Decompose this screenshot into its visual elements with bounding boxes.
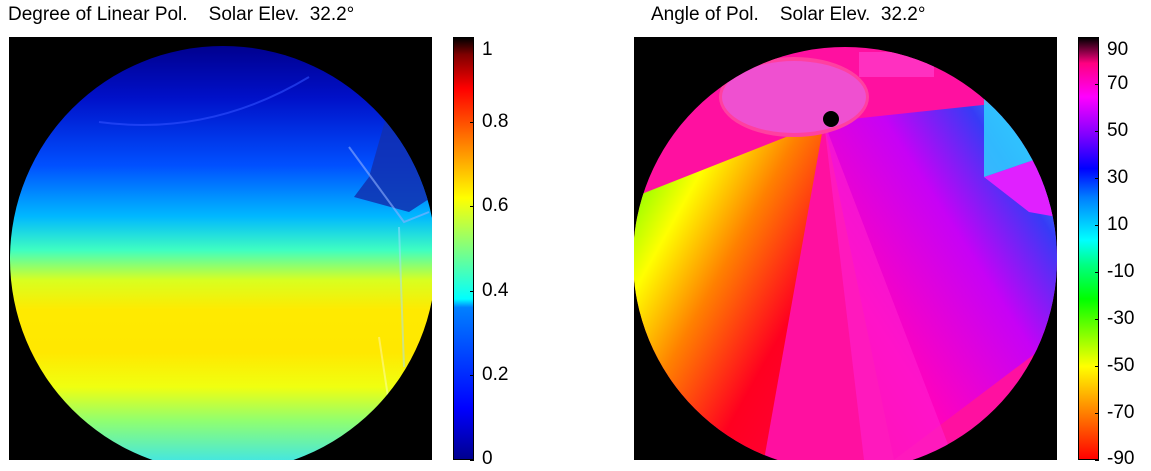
- aop-title: Angle of Pol. Solar Elev. 32.2°: [651, 4, 926, 25]
- aop-colorbar-tick-label: -10: [1107, 261, 1135, 282]
- aop-colorbar-tick-label: 70: [1107, 73, 1129, 94]
- aop-colorbar-tick-label: -70: [1107, 402, 1135, 423]
- aop-colorbar-tick-mark: [1095, 413, 1099, 414]
- aop-colorbar-tick-label: -30: [1107, 308, 1135, 329]
- aop-colorbar-tick-label: 30: [1107, 167, 1129, 188]
- aop-colorbar-tick-label: 50: [1107, 120, 1129, 141]
- aop-colorbar-tick-mark: [1095, 319, 1099, 320]
- dolp-colorbar-tick-label: 0.4: [482, 280, 509, 301]
- aop-colorbar-tick-mark: [1095, 366, 1099, 367]
- dolp-colorbar-tick-mark: [470, 37, 474, 38]
- aop-colorbar-tick-mark: [1095, 272, 1099, 273]
- dolp-colorbar-tick-label: 0.6: [482, 195, 509, 216]
- dolp-title: Degree of Linear Pol. Solar Elev. 32.2°: [8, 4, 355, 25]
- dolp-colorbar-tick-mark: [470, 375, 474, 376]
- aop-colorbar-tick-label: 10: [1107, 214, 1129, 235]
- aop-colorbar-tick-label: 90: [1107, 39, 1129, 60]
- dolp-colorbar-tick-label: 1: [482, 39, 493, 60]
- dolp-colorbar: [453, 37, 474, 460]
- dolp-colorbar-tick-mark: [470, 122, 474, 123]
- dolp-colorbar-tick-label: 0.2: [482, 364, 509, 385]
- dolp-colorbar-tick-label: 0.8: [482, 111, 509, 132]
- aop-colorbar-tick-label: -50: [1107, 355, 1135, 376]
- aop-colorbar-tick-mark: [1095, 460, 1099, 461]
- dolp-sky-image: [9, 37, 432, 460]
- dolp-colorbar-tick-mark: [470, 460, 474, 461]
- aop-colorbar-tick-mark: [1095, 225, 1099, 226]
- aop-sky-image: [634, 37, 1057, 460]
- aop-colorbar-tick-label: -90: [1107, 448, 1135, 469]
- aop-colorbar-tick-mark: [1095, 178, 1099, 179]
- dolp-colorbar-tick-mark: [470, 206, 474, 207]
- dolp-colorbar-tick-mark: [470, 291, 474, 292]
- aop-colorbar-tick-mark: [1095, 84, 1099, 85]
- aop-colorbar-tick-mark: [1095, 131, 1099, 132]
- aop-colorbar: [1078, 37, 1099, 460]
- dolp-colorbar-tick-label: 0: [482, 448, 493, 469]
- aop-colorbar-tick-mark: [1095, 37, 1099, 38]
